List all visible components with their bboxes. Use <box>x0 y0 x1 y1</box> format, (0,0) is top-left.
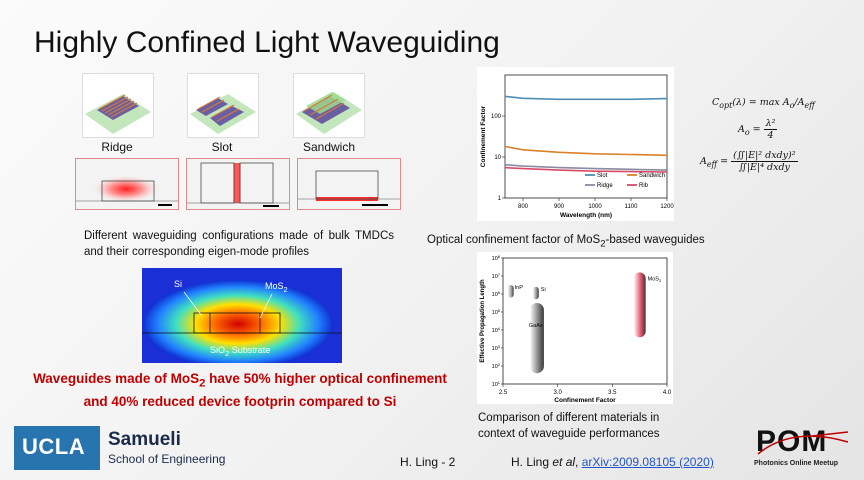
x-axis-label: Wavelength (nm) <box>560 212 612 219</box>
material-marker-inp <box>507 285 514 298</box>
material-label-inp: InP <box>515 285 524 291</box>
confinement-caption: Optical confinement factor of MoS2-based… <box>427 234 705 250</box>
y-tick-label: 108 <box>492 254 501 262</box>
material-label-gaas: GaAs <box>529 323 543 329</box>
x-tick-label: 4.0 <box>663 390 672 396</box>
x-tick-label: 1100 <box>625 204 639 210</box>
x-tick-label: 800 <box>518 204 529 210</box>
series-line-ridge <box>504 163 668 171</box>
sandwich-label: Sandwich <box>302 140 356 154</box>
footer-reference: H. Ling et al, arXiv:2009.08105 (2020) <box>511 455 714 469</box>
substrate-label: SiO2 Substrate <box>210 345 271 358</box>
pom-logo-subtitle: Photonics Online Meetup <box>754 460 839 467</box>
highlight-statement: Waveguides made of MoS2 have 50% higher … <box>33 371 447 409</box>
x-tick-label: 900 <box>554 204 565 210</box>
comparison-chart: 2.5 3.0 3.5 4.0 101 102 103 104 105 106 107 108 Conf… <box>477 252 673 404</box>
x-tick-label: 3.5 <box>608 390 617 396</box>
footer-presenter: H. Ling - 2 <box>400 455 456 469</box>
y-tick-label: 10 <box>494 155 501 161</box>
y-tick-label: 105 <box>492 308 501 316</box>
material-label-si: Si <box>541 287 546 293</box>
samueli-subtitle: School of Engineering <box>108 452 226 466</box>
copt-equation: Copt(λ) = max Ao/Aeff <box>712 97 815 110</box>
plot-frame <box>502 257 668 385</box>
series-line-rib <box>504 166 668 173</box>
legend-label-ridge: Ridge <box>597 183 613 189</box>
arxiv-link[interactable]: arXiv:2009.08105 (2020) <box>581 455 714 469</box>
ridge-waveguide-image <box>82 73 154 138</box>
legend-label-slot: Slot <box>597 173 608 179</box>
legend-label-rib: Rib <box>639 183 649 189</box>
slot-waveguide-image <box>187 73 259 138</box>
x-tick-label: 1200 <box>660 204 674 210</box>
configs-caption: Different waveguiding configurations mad… <box>84 230 394 258</box>
series-line-slot <box>504 95 668 101</box>
ucla-logo <box>14 426 100 470</box>
material-marker-mos <box>633 272 646 338</box>
comparison-caption: Comparison of different materials in con… <box>478 412 660 440</box>
material-marker-gaas <box>529 303 544 374</box>
mos2-cross-section <box>142 268 342 363</box>
samueli-name: Samueli <box>108 429 181 450</box>
aeff-equation: Aeff = (∬|E|² dxdy)² ∬|E|⁴ dxdy <box>700 150 798 173</box>
series-line-sandwich <box>504 145 668 157</box>
y-tick-label: 101 <box>492 380 501 388</box>
y-tick-label: 102 <box>492 362 501 370</box>
sandwich-mode-profile <box>297 158 401 210</box>
ridge-mode-profile <box>75 158 179 210</box>
ucla-logo-text: UCLA <box>22 434 86 459</box>
y-axis-label: Effective Propagation Length <box>480 279 486 363</box>
legend-label-sandwich: Sandwich <box>639 173 665 179</box>
confinement-chart: 800 900 1000 1100 1200 1 10 100 Wavelength (nm) C… <box>477 67 674 221</box>
y-axis-label: Confinement Factor <box>480 105 487 167</box>
mos2-label: MoS2 <box>265 281 288 294</box>
pom-logo-icon <box>757 431 849 455</box>
slot-label: Slot <box>211 140 233 154</box>
ridge-label: Ridge <box>101 140 133 154</box>
material-marker-si <box>532 286 539 300</box>
x-tick-label: 3.0 <box>553 390 562 396</box>
y-tick-label: 1 <box>498 196 502 202</box>
material-label-mos: MoS2 <box>648 276 662 283</box>
si-label: Si <box>174 279 183 289</box>
sandwich-waveguide-image <box>293 73 365 138</box>
y-tick-label: 106 <box>492 290 501 298</box>
slide-title: Highly Confined Light Waveguiding <box>34 26 500 59</box>
slot-mode-profile <box>186 158 290 210</box>
x-tick-label: 2.5 <box>499 390 508 396</box>
y-tick-label: 103 <box>492 344 501 352</box>
plot-frame <box>504 74 668 199</box>
x-axis-label: Confinement Factor <box>554 397 616 404</box>
y-tick-label: 107 <box>492 272 501 280</box>
y-tick-label: 104 <box>492 326 501 334</box>
pom-logo-text: POM <box>756 425 828 458</box>
x-tick-label: 1000 <box>588 204 602 210</box>
ao-equation: Ao = λ² 4 <box>738 118 778 141</box>
y-tick-label: 100 <box>491 114 502 120</box>
